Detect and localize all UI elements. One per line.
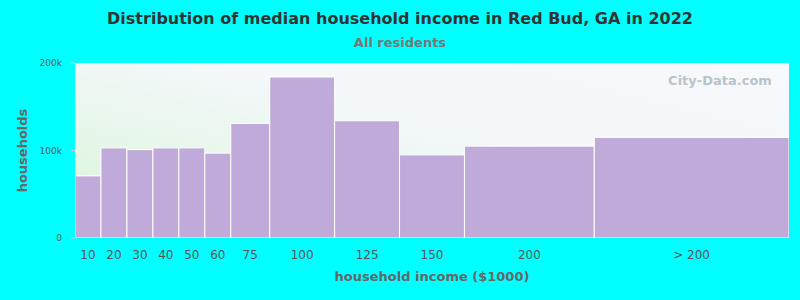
watermark: City-Data.com: [668, 73, 772, 88]
x-tick-label: 200: [518, 248, 541, 262]
x-tick-label: 40: [158, 248, 173, 262]
chart: Distribution of median household income …: [0, 0, 800, 300]
y-axis-title: households: [15, 108, 30, 192]
bar: [205, 153, 231, 238]
bar: [335, 121, 400, 238]
bar: [153, 148, 179, 238]
x-tick-label: 50: [184, 248, 199, 262]
x-axis-title: household income ($1000): [335, 269, 530, 284]
bars: [75, 77, 789, 238]
x-tick-label: 100: [291, 248, 314, 262]
x-tick-label: 10: [80, 248, 95, 262]
y-tick: [71, 150, 75, 151]
x-tick-label: 20: [106, 248, 121, 262]
x-tick-label: 150: [421, 248, 444, 262]
bar: [127, 150, 153, 238]
bar: [400, 155, 465, 238]
y-tick: [71, 238, 75, 239]
bar: [464, 146, 594, 238]
x-tick-label: 125: [356, 248, 379, 262]
bar: [101, 148, 127, 238]
plot-background: [75, 63, 789, 238]
x-tick-label: > 200: [673, 248, 710, 262]
title: Distribution of median household income …: [107, 9, 693, 28]
x-tick-label: 75: [243, 248, 258, 262]
x-tick-label: 60: [210, 248, 225, 262]
bar: [75, 176, 101, 238]
bar: [594, 137, 789, 238]
y-tick-label: 200k: [40, 58, 63, 68]
y-tick-label: 100k: [40, 146, 63, 156]
x-tick-label: 30: [132, 248, 147, 262]
y-tick: [71, 63, 75, 64]
bar: [270, 77, 335, 238]
subtitle: All residents: [354, 35, 447, 50]
bar: [179, 148, 205, 238]
bar: [231, 123, 270, 238]
y-tick-label: 0: [56, 233, 62, 243]
